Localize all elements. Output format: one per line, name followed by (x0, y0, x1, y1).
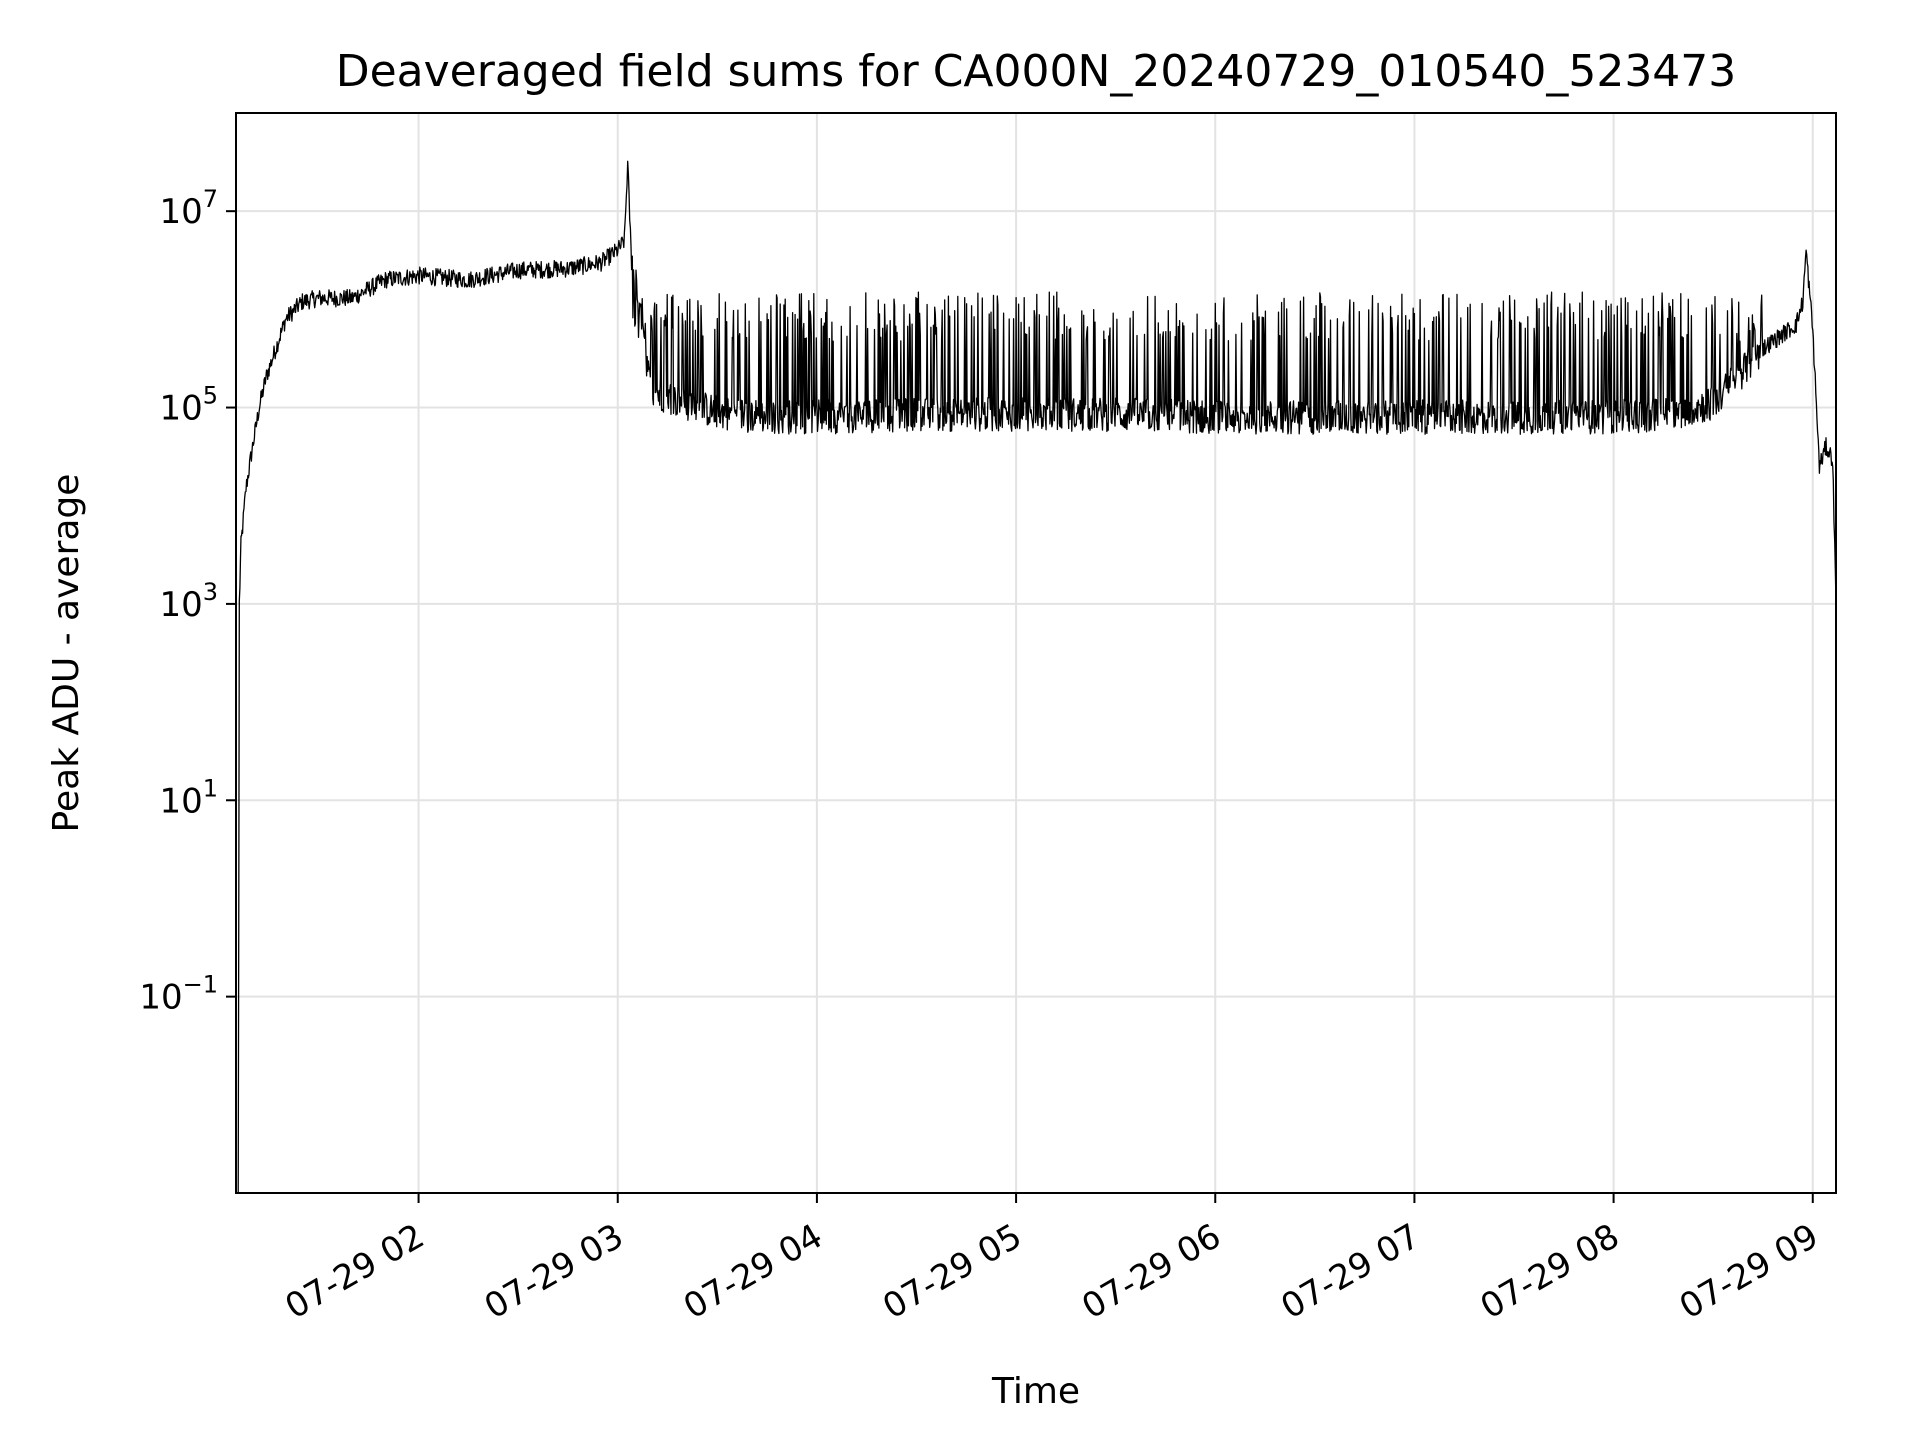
y-axis-title: Peak ADU - average (46, 474, 87, 833)
chart-title: Deaveraged field sums for CA000N_2024072… (336, 46, 1737, 97)
x-tick-label: 07-29 05 (876, 1216, 1028, 1327)
series-layer (237, 160, 1837, 1194)
x-tick-label: 07-29 06 (1075, 1216, 1227, 1327)
x-tick-label: 07-29 04 (677, 1216, 829, 1327)
y-tick-label: 103 (159, 578, 218, 625)
y-tick-label: 101 (159, 774, 218, 821)
y-tick-label: 10−1 (139, 971, 218, 1018)
x-tick-label: 07-29 03 (478, 1216, 630, 1327)
grid-lines (236, 113, 1836, 1193)
x-tick-label: 07-29 02 (279, 1216, 431, 1327)
x-axis-title: Time (991, 1371, 1080, 1412)
x-tick-label: 07-29 07 (1275, 1216, 1427, 1327)
x-tick-label: 07-29 09 (1673, 1216, 1825, 1327)
plot-area-frame (235, 112, 1837, 1194)
y-tick-label: 107 (159, 185, 218, 232)
y-tick-label: 105 (159, 382, 218, 429)
series-line (237, 160, 1837, 1194)
x-tick-label: 07-29 08 (1474, 1216, 1626, 1327)
